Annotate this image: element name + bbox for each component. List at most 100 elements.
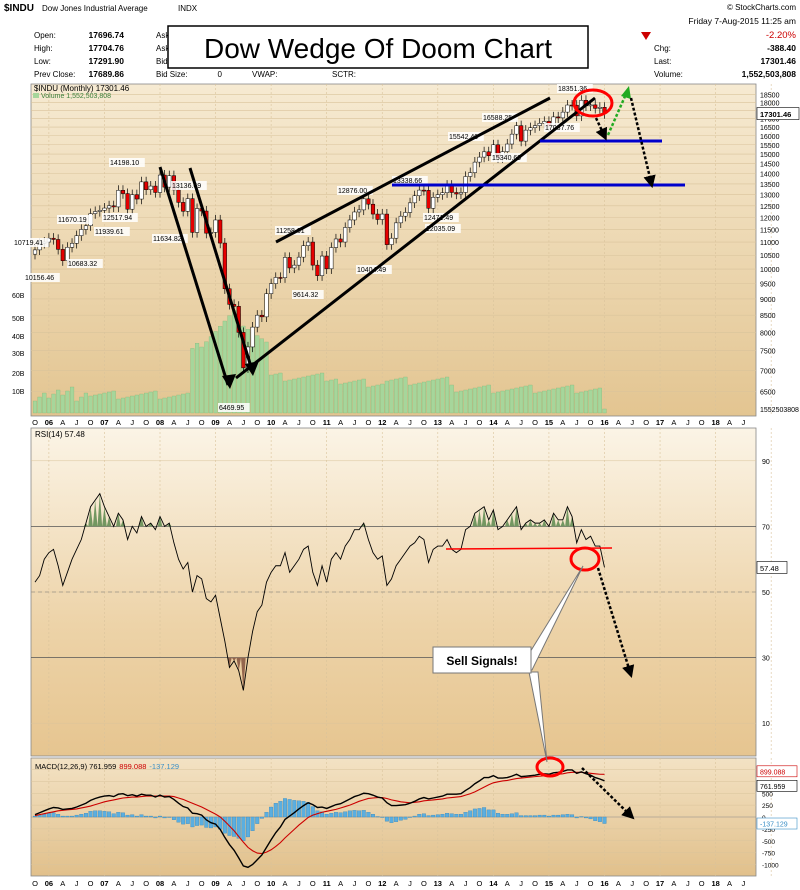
x-axis-label-top: A xyxy=(616,418,621,427)
price-label-bg xyxy=(57,215,93,224)
volume-bar xyxy=(204,341,209,414)
candle-body xyxy=(361,198,366,211)
volume-bar xyxy=(199,346,204,414)
candle-body xyxy=(69,243,75,248)
x-axis-label-bottom: J xyxy=(742,879,746,888)
volume-axis-label: 10B xyxy=(12,389,25,396)
x-axis-label-top: 08 xyxy=(156,418,164,427)
candle-body xyxy=(190,198,195,233)
stat-label: Bid xyxy=(156,57,168,66)
x-axis-label-top: O xyxy=(532,418,538,427)
candle-body xyxy=(259,314,264,318)
macd-line xyxy=(34,769,605,869)
price-label: 11258.01 xyxy=(276,228,305,235)
x-axis-label-bottom: A xyxy=(449,879,454,888)
candle-body xyxy=(116,190,121,208)
volume-bar xyxy=(375,384,380,414)
price-label-bg xyxy=(171,181,207,190)
price-label: 11939.61 xyxy=(95,229,124,236)
candle-body xyxy=(389,237,394,245)
x-axis-label-top: 06 xyxy=(45,418,53,427)
rsi-tick-label: 10 xyxy=(762,721,770,728)
volume-bar xyxy=(463,389,468,414)
volume-bar xyxy=(407,384,413,414)
macd-histogram-bar xyxy=(121,812,125,818)
candle-body xyxy=(454,192,459,195)
x-axis-label-top: J xyxy=(575,418,579,427)
price-label: 11670.19 xyxy=(58,217,87,224)
x-axis-label-top: J xyxy=(408,418,412,427)
candle-body xyxy=(417,189,422,196)
candle-body xyxy=(366,198,371,205)
volume-bar xyxy=(361,378,366,414)
candle-body xyxy=(213,219,218,233)
price-tick-label: 14000 xyxy=(760,172,780,179)
macd-histogram-bar xyxy=(426,815,431,818)
price-label: 15542.40 xyxy=(449,134,478,141)
x-axis-label-top: O xyxy=(254,418,260,427)
price-tick-label: 10500 xyxy=(760,253,780,260)
macd-histogram-bar xyxy=(176,816,181,823)
x-axis-label-top: A xyxy=(116,418,121,427)
x-axis-label-top: 11 xyxy=(323,418,331,427)
volume-bar xyxy=(32,400,38,414)
price-tick-label: 14500 xyxy=(760,162,780,169)
stat-value: 17696.74 xyxy=(89,30,125,40)
price-label: 15340.69 xyxy=(492,155,521,162)
x-axis-label-top: A xyxy=(283,418,288,427)
candle-body xyxy=(565,104,570,113)
candle-body xyxy=(144,181,149,190)
macd-tick-label: -250 xyxy=(762,827,775,834)
macd-histogram-bar xyxy=(51,812,56,818)
candle-body xyxy=(514,125,519,135)
credit: © StockCharts.com xyxy=(727,3,796,12)
x-axis-label-bottom: O xyxy=(699,879,705,888)
macd-histogram-bar xyxy=(222,816,227,834)
volume-bar xyxy=(403,376,408,414)
price-label-bg xyxy=(544,123,580,132)
price-label-bg xyxy=(275,226,311,235)
x-axis-label-top: 17 xyxy=(656,418,664,427)
rsi-circle xyxy=(569,546,601,572)
candle-body xyxy=(120,190,126,194)
volume-bar xyxy=(194,343,200,414)
price-tick-label: 9500 xyxy=(760,282,776,289)
macd-last-box xyxy=(756,780,798,792)
candle-body xyxy=(79,229,84,236)
volume-bar xyxy=(167,396,172,414)
volume-bar xyxy=(542,390,547,414)
volume-bar xyxy=(602,408,607,414)
volume-title: Volume 1,552,503,808 xyxy=(41,93,111,100)
macd-histogram-bar xyxy=(241,816,246,841)
x-axis-label-top: J xyxy=(686,418,690,427)
macd-histogram-bar xyxy=(278,801,283,818)
x-axis-label-top: A xyxy=(60,418,65,427)
x-axis-label-bottom: 16 xyxy=(600,879,608,888)
candle-body xyxy=(431,197,436,209)
price-label: 12517.94 xyxy=(103,215,132,222)
price-tick-label: 11500 xyxy=(760,227,779,234)
x-axis-label-top: O xyxy=(588,418,594,427)
x-axis-label-bottom: 06 xyxy=(45,879,53,888)
macd-histogram-bar xyxy=(602,816,607,824)
macd-histogram-bar xyxy=(454,814,459,818)
x-axis-label-bottom: A xyxy=(505,879,510,888)
volume-bar xyxy=(468,388,473,414)
price-label-bg xyxy=(557,84,593,93)
price-label-bg xyxy=(94,227,130,236)
volume-last-label: 1552503808 xyxy=(760,407,799,414)
price-tick-label: 11000 xyxy=(760,240,779,247)
vwap-label: VWAP: xyxy=(252,70,277,79)
macd-histogram-bar xyxy=(56,814,61,818)
rsi-last-box xyxy=(756,561,788,574)
macd-histogram-bar xyxy=(375,816,380,818)
price-axis: 6500 7000 7500 8000 8500 9000 9500 10000 10500 11… xyxy=(756,93,800,414)
volume-bar xyxy=(42,392,47,414)
volume-axis-label: 50B xyxy=(12,316,25,323)
price-label: 9614.32 xyxy=(293,292,318,299)
macd-histogram-bar xyxy=(361,810,366,818)
volume-bar xyxy=(218,326,223,414)
sctr-label: SCTR: xyxy=(332,70,356,79)
